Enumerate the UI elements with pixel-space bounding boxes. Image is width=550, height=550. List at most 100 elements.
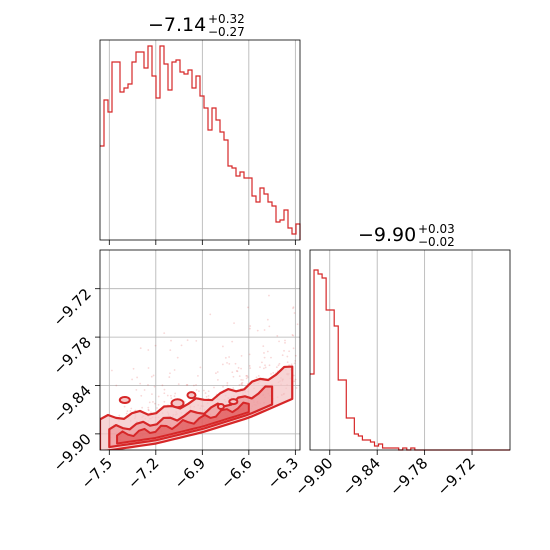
scatter-point <box>261 361 263 364</box>
scatter-point <box>193 384 195 387</box>
axes-frame-bottom-left <box>99 249 301 451</box>
scatter-point <box>294 378 297 381</box>
scatter-point <box>236 370 239 373</box>
y-tick-label: −9.78 <box>50 333 95 378</box>
scatter-point <box>249 367 252 370</box>
scatter-point <box>293 312 296 314</box>
scatter-point <box>255 376 258 379</box>
scatter-point <box>154 402 156 405</box>
scatter-point <box>240 378 243 381</box>
scatter-point <box>240 382 243 385</box>
scatter-point <box>156 407 158 409</box>
x-tick-label: −6.9 <box>171 454 209 492</box>
scatter-point <box>147 367 150 369</box>
panel-top-left: −7.14 +0.32 −0.27 <box>99 12 301 245</box>
scatter-point <box>169 349 172 352</box>
scatter-point <box>231 371 234 374</box>
scatter-point <box>278 340 280 343</box>
scatter-point <box>195 383 197 386</box>
scatter-point <box>168 376 171 378</box>
scatter-point <box>180 344 183 347</box>
scatter-point <box>152 401 154 403</box>
scatter-point <box>270 356 272 359</box>
scatter-point <box>241 379 244 381</box>
x-ticks-bottom-left: −7.5 −7.2 −6.9 −6.6 −6.3 <box>78 450 302 493</box>
scatter-point <box>233 322 235 325</box>
scatter-point <box>248 364 251 367</box>
scatter-point <box>231 340 234 343</box>
scatter-point <box>292 307 294 310</box>
scatter-point <box>259 366 261 368</box>
scatter-point <box>246 376 249 379</box>
scatter-point <box>153 385 156 388</box>
contour-inner <box>116 401 250 445</box>
scatter-point <box>111 369 113 372</box>
histogram-step-bottom-right <box>310 269 510 451</box>
scatter-point <box>237 366 240 369</box>
scatter-point <box>207 390 210 393</box>
scatter-point <box>173 395 176 398</box>
scatter-point <box>150 375 153 378</box>
scatter-point <box>163 400 166 403</box>
scatter-point <box>147 408 150 411</box>
scatter-point <box>170 397 173 400</box>
scatter-point <box>248 353 251 356</box>
scatter-point <box>139 347 142 350</box>
title-bottom-right-sup: +0.03 <box>418 222 455 236</box>
scatter-point <box>283 349 285 352</box>
scatter-point <box>195 389 198 391</box>
scatter-point <box>199 366 202 369</box>
x-tick-label: −7.2 <box>124 454 162 492</box>
scatter-point <box>213 386 215 389</box>
scatter-point <box>257 374 260 377</box>
scatter-point <box>125 412 128 415</box>
grid-bottom-right <box>329 250 473 450</box>
scatter-point <box>163 332 166 335</box>
scatter-point <box>240 367 242 370</box>
scatter-point <box>270 373 272 375</box>
scatter-point <box>197 375 199 377</box>
scatter-point <box>284 339 286 342</box>
scatter-point <box>295 387 298 389</box>
scatter-point <box>268 294 270 297</box>
scatter-point <box>262 345 265 347</box>
scatter-point <box>263 352 265 354</box>
scatter-point <box>292 334 295 337</box>
scatter-point <box>215 372 217 375</box>
x-tick-label: −9.84 <box>339 454 384 499</box>
scatter-point <box>222 345 224 348</box>
scatter-point <box>157 395 160 398</box>
scatter-point <box>185 383 188 386</box>
scatter-point <box>263 356 266 359</box>
scatter-point <box>135 388 138 391</box>
scatter-point <box>147 409 150 412</box>
scatter-point <box>228 362 231 365</box>
scatter-point <box>296 323 299 326</box>
grid-top-left <box>108 40 296 240</box>
scatter-point <box>294 360 297 362</box>
scatter-point <box>284 341 286 344</box>
scatter-point <box>161 384 164 387</box>
scatter-point <box>264 366 267 369</box>
scatter-point <box>266 318 269 321</box>
scatter-point <box>294 354 297 357</box>
title-bottom-right-sub: −0.02 <box>418 235 455 249</box>
scatter-point <box>266 350 269 353</box>
x-tick-label: −6.6 <box>217 454 255 492</box>
scatter-point <box>131 378 134 381</box>
scatter-point <box>228 356 230 358</box>
scatter-point <box>281 354 284 357</box>
scatter-point <box>224 356 227 359</box>
y-tick-label: −9.72 <box>50 285 95 330</box>
scatter-point <box>186 339 189 342</box>
scatter-point <box>238 384 241 386</box>
scatter-point <box>226 362 228 364</box>
scatter-point <box>290 363 293 366</box>
scatter-point <box>216 379 219 381</box>
scatter-point <box>141 406 144 409</box>
scatter-point <box>241 384 244 386</box>
scatter-point <box>268 364 271 367</box>
scatter-point <box>147 349 150 351</box>
scatter-point <box>202 389 205 392</box>
